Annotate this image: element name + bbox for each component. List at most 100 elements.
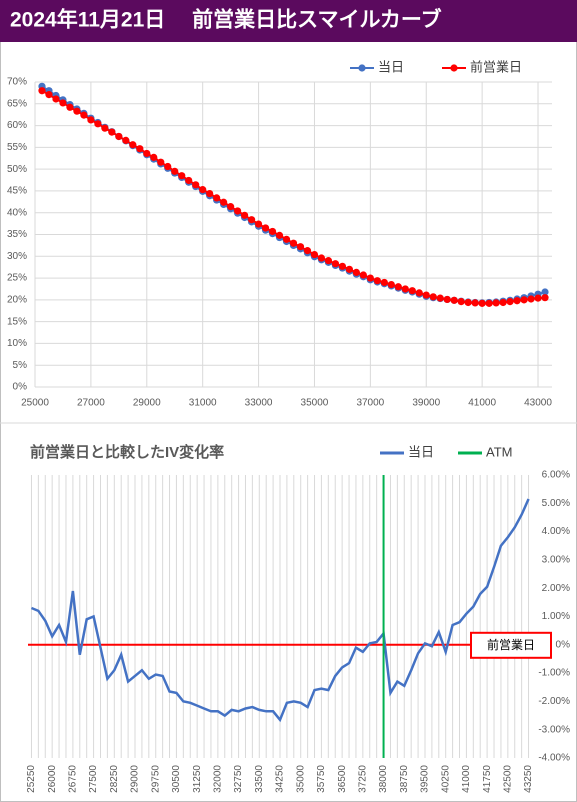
- marker: [80, 111, 88, 119]
- header-bar: [0, 0, 577, 42]
- reference-label: 前営業日: [487, 637, 535, 652]
- marker: [359, 271, 367, 279]
- marker: [122, 136, 130, 144]
- x-tick-label: 25250: [26, 765, 37, 793]
- x-tick-label: 35000: [301, 398, 329, 409]
- y-tick-label: 4.00%: [542, 526, 570, 537]
- marker: [157, 158, 165, 166]
- marker: [485, 299, 493, 307]
- x-tick-label: 35000: [295, 765, 306, 793]
- marker: [178, 172, 186, 180]
- x-tick-label: 33000: [245, 398, 273, 409]
- marker: [268, 227, 277, 236]
- x-tick-label: 43000: [524, 398, 552, 409]
- x-tick-label: 41000: [468, 398, 496, 409]
- x-tick-label: 26000: [47, 765, 58, 793]
- marker: [52, 95, 60, 103]
- marker: [227, 203, 235, 211]
- marker: [115, 132, 123, 141]
- y-tick-label: 35%: [7, 229, 27, 240]
- marker: [408, 287, 416, 295]
- x-tick-label: 28250: [109, 765, 120, 793]
- series-line: [30, 498, 530, 723]
- marker: [261, 224, 270, 232]
- x-tick-label: 39500: [420, 765, 431, 793]
- marker: [213, 194, 221, 202]
- y-tick-label: 65%: [7, 98, 27, 109]
- x-tick-label: 34250: [275, 765, 286, 793]
- x-tick-label: 37250: [357, 765, 368, 793]
- legend-label: ATM: [486, 444, 512, 459]
- x-tick-label: 37000: [356, 398, 384, 409]
- marker: [59, 99, 67, 107]
- y-tick-label: 55%: [7, 142, 27, 153]
- y-tick-label: 15%: [7, 316, 27, 327]
- marker: [422, 291, 430, 299]
- x-tick-label: 35750: [316, 765, 327, 793]
- x-tick-label: 42500: [502, 765, 513, 793]
- x-tick-label: 36500: [337, 765, 348, 793]
- x-tick-label: 27500: [88, 765, 99, 793]
- y-tick-label: 30%: [7, 251, 27, 262]
- y-tick-label: 45%: [7, 186, 27, 197]
- x-tick-label: 39000: [412, 398, 440, 409]
- y-tick-label: 5.00%: [542, 498, 570, 509]
- marker: [380, 278, 388, 287]
- x-tick-label: 43250: [523, 765, 534, 793]
- marker: [345, 265, 353, 273]
- x-tick-label: 32000: [213, 765, 224, 793]
- marker: [206, 189, 214, 198]
- marker: [387, 281, 395, 289]
- marker: [73, 107, 81, 115]
- marker: [87, 116, 95, 124]
- marker: [331, 260, 340, 268]
- marker: [450, 296, 458, 304]
- chart-title: 前営業日と比較したIV変化率: [30, 443, 224, 461]
- x-tick-label: 26750: [68, 765, 79, 793]
- x-tick-label: 32750: [233, 765, 244, 793]
- marker: [373, 277, 381, 285]
- marker: [240, 211, 249, 219]
- y-tick-label: -3.00%: [538, 724, 570, 735]
- marker: [429, 293, 437, 301]
- marker: [317, 254, 326, 262]
- x-tick-label: 30500: [171, 765, 182, 793]
- marker: [275, 231, 284, 239]
- y-tick-label: -1.00%: [538, 668, 570, 679]
- marker: [436, 294, 444, 302]
- marker: [394, 283, 402, 291]
- marker: [66, 103, 74, 111]
- marker: [513, 297, 521, 305]
- marker: [478, 299, 486, 307]
- marker: [492, 299, 500, 307]
- y-tick-label: 6.00%: [542, 470, 570, 481]
- marker: [45, 91, 53, 99]
- marker: [534, 294, 542, 302]
- marker: [254, 220, 263, 228]
- marker: [289, 239, 298, 247]
- y-tick-label: 20%: [7, 294, 27, 305]
- marker: [296, 243, 305, 251]
- marker: [247, 216, 256, 224]
- x-tick-label: 25000: [21, 398, 49, 409]
- y-tick-label: 40%: [7, 207, 27, 218]
- marker: [506, 298, 514, 306]
- marker: [457, 298, 465, 306]
- marker: [366, 274, 374, 282]
- marker: [303, 247, 312, 255]
- x-tick-label: 41750: [482, 765, 493, 793]
- y-tick-label: 60%: [7, 120, 27, 131]
- reference-label-box: [470, 631, 552, 659]
- x-tick-label: 31250: [192, 765, 203, 793]
- marker: [464, 298, 472, 307]
- x-tick-label: 29000: [133, 398, 161, 409]
- marker: [38, 87, 46, 95]
- marker: [282, 235, 291, 243]
- y-tick-label: 0%: [13, 382, 28, 393]
- marker: [541, 288, 549, 296]
- x-tick-label: 41000: [461, 765, 472, 793]
- header-title: 2024年11月21日 前営業日比スマイルカーブ: [10, 8, 442, 32]
- legend-marker: [358, 64, 366, 72]
- y-tick-label: 0%: [556, 639, 571, 650]
